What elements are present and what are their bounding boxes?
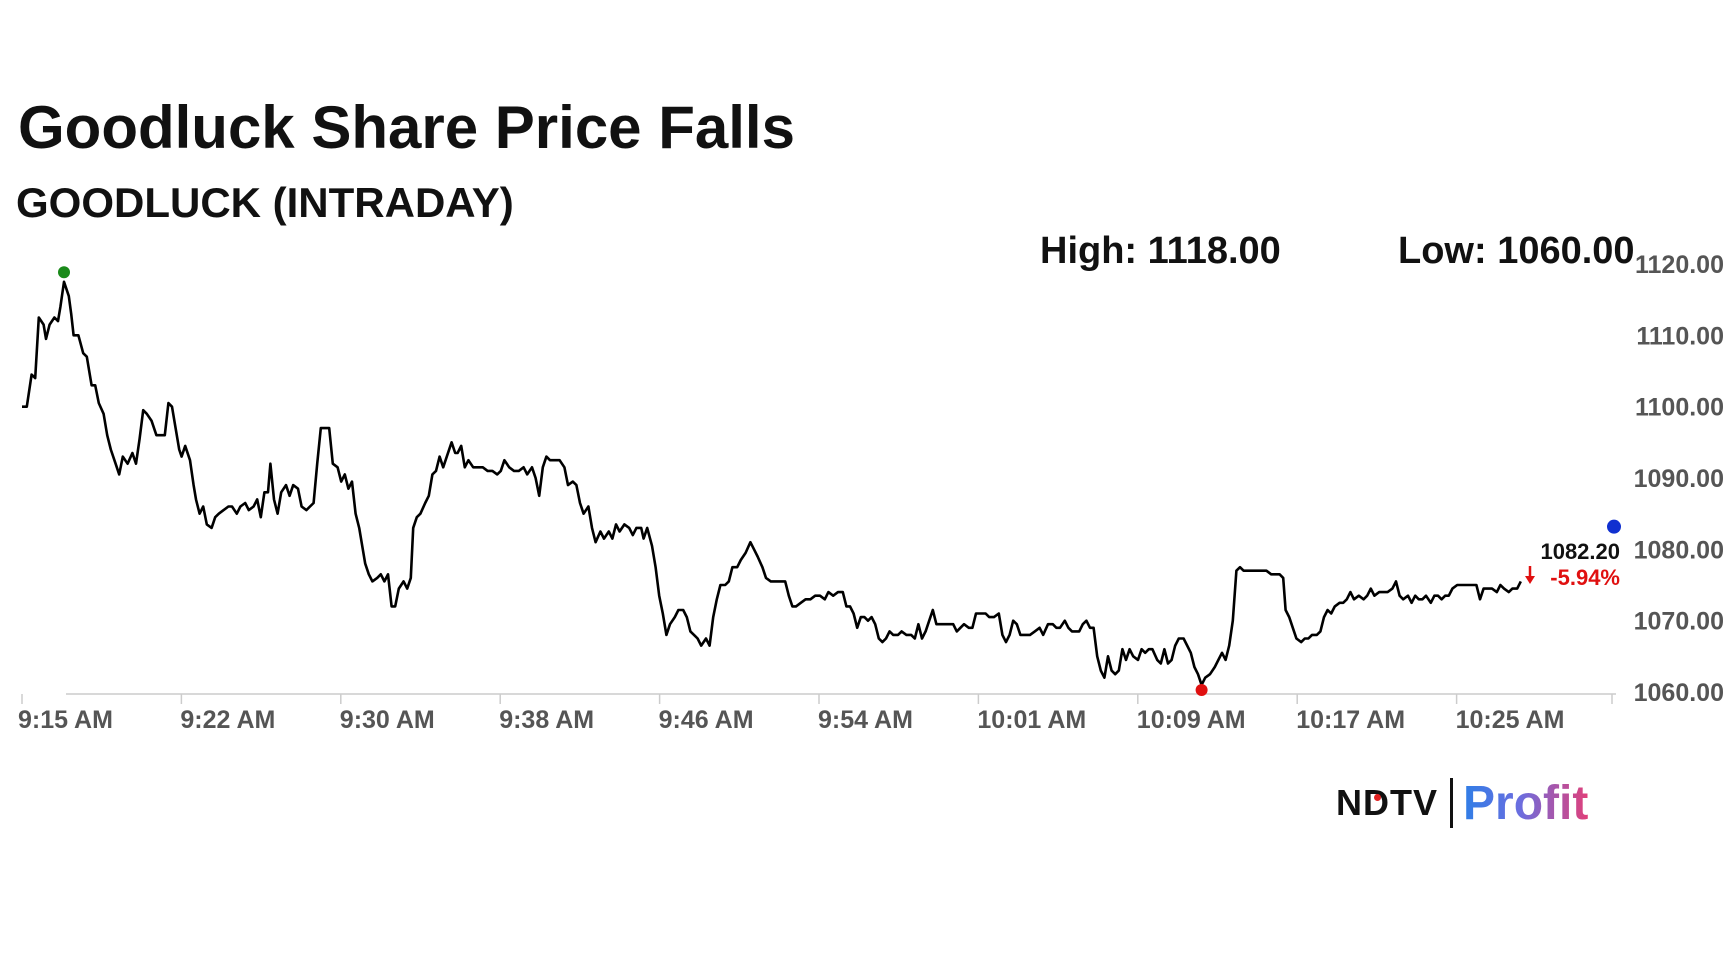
logo-brand: NDTV bbox=[1336, 782, 1438, 823]
x-tick-label: 9:38 AM bbox=[499, 706, 594, 734]
x-tick-label: 10:25 AM bbox=[1456, 706, 1565, 734]
logo-dot bbox=[1374, 794, 1381, 801]
logo-product: Profit bbox=[1463, 776, 1589, 830]
change-label: -5.94% bbox=[1550, 565, 1620, 590]
x-tick-label: 9:30 AM bbox=[340, 706, 435, 734]
page-title: Goodluck Share Price Falls bbox=[18, 94, 795, 161]
y-tick-label: 1120.00 bbox=[1635, 251, 1724, 279]
low-marker bbox=[1195, 684, 1208, 696]
y-tick-label: 1100.00 bbox=[1635, 394, 1724, 422]
x-tick-label: 9:22 AM bbox=[180, 706, 275, 734]
high-stat: High: 1118.00 bbox=[1040, 230, 1281, 272]
down-arrow-icon bbox=[1525, 566, 1535, 584]
high-marker bbox=[58, 266, 70, 279]
y-tick-label: 1070.00 bbox=[1634, 608, 1724, 636]
price-series bbox=[22, 280, 1522, 687]
x-tick-label: 9:15 AM bbox=[18, 706, 113, 734]
y-tick-label: 1090.00 bbox=[1634, 465, 1724, 493]
logo-separator bbox=[1450, 778, 1453, 828]
price-line bbox=[22, 280, 1522, 687]
x-axis: 9:15 AM 9:22 AM 9:30 AM 9:38 AM 9:46 AM 9:54 … bbox=[18, 693, 1616, 734]
chart-subtitle: GOODLUCK (INTRADAY) bbox=[16, 179, 514, 226]
x-tick-label: 10:09 AM bbox=[1137, 706, 1246, 734]
x-tick-label: 10:17 AM bbox=[1296, 706, 1405, 734]
low-stat: Low: 1060.00 bbox=[1398, 230, 1635, 272]
y-tick-label: 1060.00 bbox=[1634, 679, 1724, 707]
chart-markers bbox=[58, 266, 1621, 696]
y-tick-label: 1110.00 bbox=[1636, 322, 1724, 350]
y-axis-ticks: 1060.00 1070.00 1080.00 1090.00 1100.00 1110.… bbox=[1634, 251, 1724, 707]
last-price-marker bbox=[1607, 519, 1621, 534]
ndtv-profit-logo: NDTV Profit bbox=[1336, 772, 1588, 834]
x-tick-label: 9:46 AM bbox=[659, 706, 754, 734]
x-tick-label: 10:01 AM bbox=[977, 706, 1086, 734]
x-tick-label: 9:54 AM bbox=[818, 706, 913, 734]
y-tick-label: 1080.00 bbox=[1634, 536, 1724, 564]
last-price-label: 1082.20 bbox=[1540, 539, 1620, 564]
last-price-labels: 1082.20-5.94% bbox=[1525, 539, 1620, 590]
